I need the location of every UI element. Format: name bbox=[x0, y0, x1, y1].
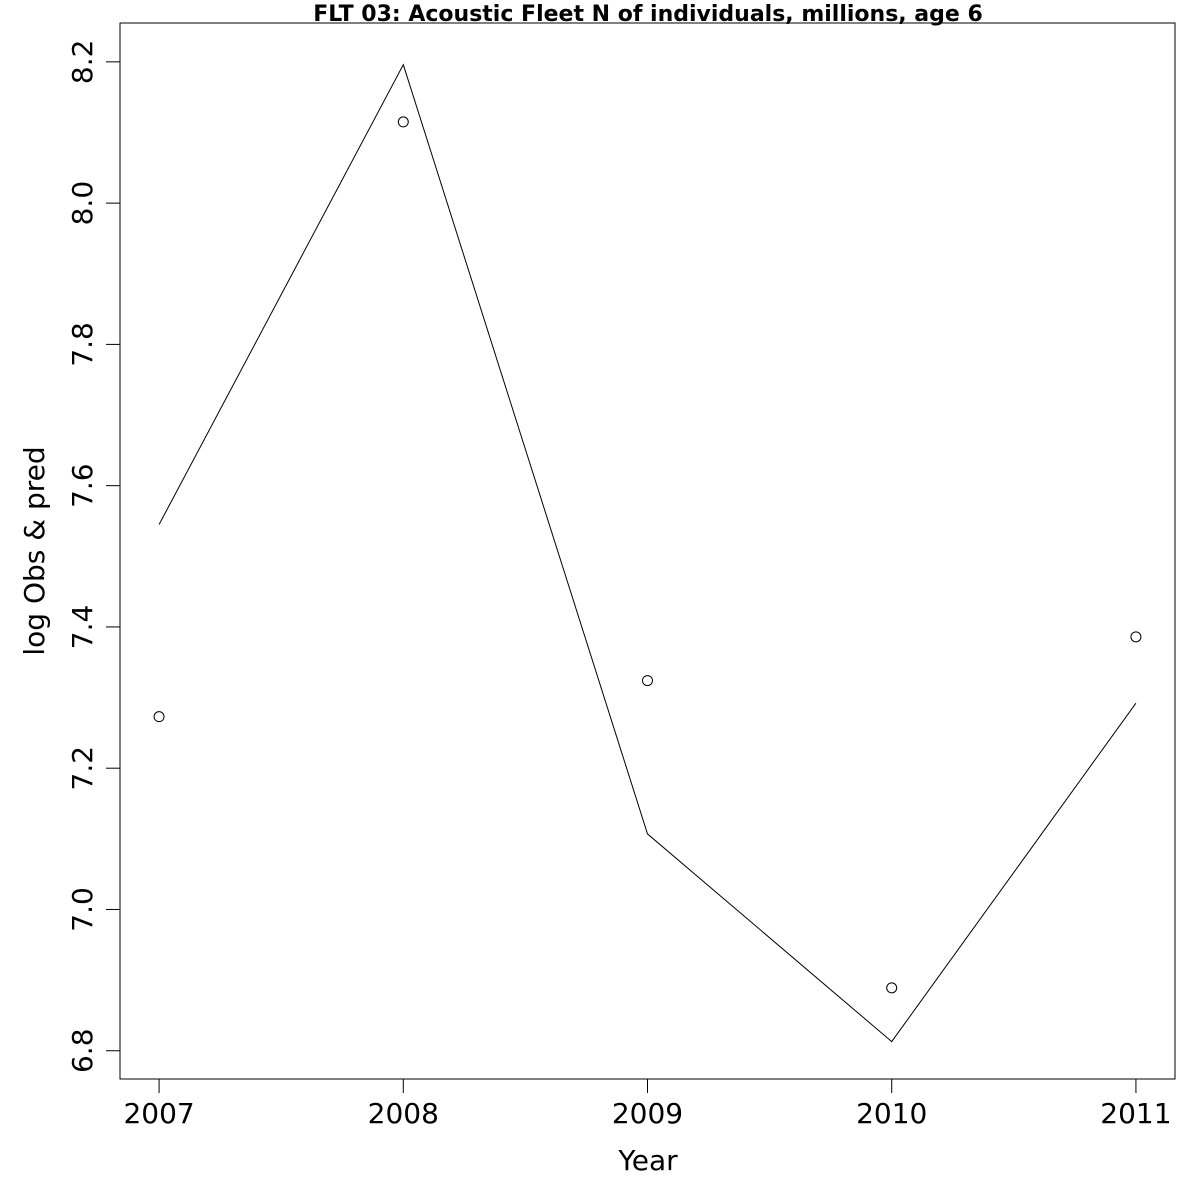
x-tick-label: 2010 bbox=[856, 1097, 927, 1130]
observed-point bbox=[642, 675, 653, 687]
observed-point bbox=[886, 982, 898, 994]
y-tick-label: 7.0 bbox=[66, 887, 99, 932]
series-layer bbox=[153, 63, 1142, 1043]
y-tick-label: 8.2 bbox=[66, 40, 99, 85]
y-tick-label: 7.8 bbox=[66, 322, 99, 367]
y-tick-label: 7.4 bbox=[66, 605, 99, 650]
observed-point bbox=[397, 116, 409, 128]
observed-point bbox=[153, 711, 165, 723]
x-tick-label: 2007 bbox=[123, 1097, 194, 1130]
y-tick-label: 7.6 bbox=[66, 463, 99, 508]
observed-point bbox=[1130, 631, 1142, 643]
y-tick-label: 7.2 bbox=[66, 746, 99, 791]
x-axis-label: Year bbox=[617, 1144, 678, 1177]
y-tick-label: 6.8 bbox=[66, 1028, 99, 1073]
predicted-line bbox=[158, 63, 1137, 1043]
x-axis: 2007 2008 2009 2010 2011 bbox=[123, 1078, 1172, 1130]
y-tick-label: 8.0 bbox=[66, 181, 99, 226]
x-tick-label: 2011 bbox=[1100, 1097, 1171, 1130]
x-tick-label: 2009 bbox=[612, 1097, 683, 1130]
y-axis: 6.8 7.0 7.2 7.4 7.6 7.8 8.0 8.2 bbox=[66, 40, 121, 1073]
x-tick-label: 2008 bbox=[368, 1097, 439, 1130]
y-axis-label: log Obs & pred bbox=[18, 446, 51, 655]
